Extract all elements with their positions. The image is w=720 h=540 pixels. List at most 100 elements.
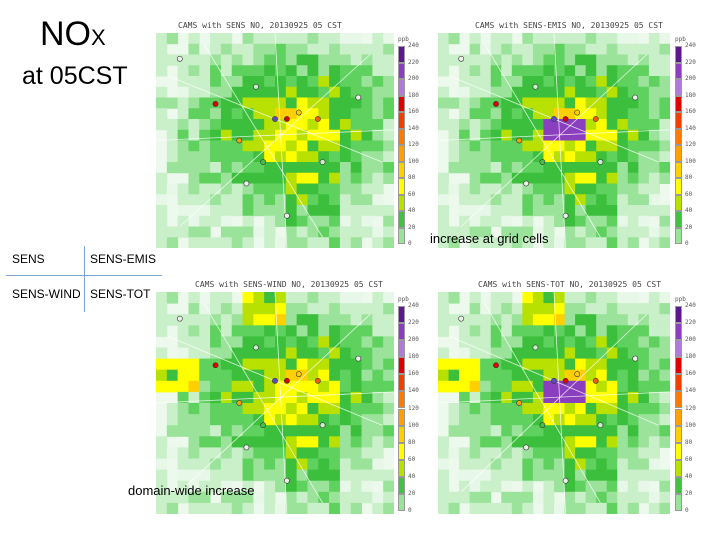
grid-cell [372, 358, 384, 371]
grid-cell [480, 108, 492, 120]
grid-cell [264, 369, 276, 382]
monitoring-site-marker [295, 371, 302, 378]
grid-cell [469, 237, 481, 248]
grid-cell [253, 491, 265, 504]
grid-cell [188, 54, 200, 66]
grid-cell [543, 436, 555, 448]
grid-cell [501, 303, 513, 315]
grid-cell [659, 491, 670, 504]
grid-cell [361, 436, 373, 448]
grid-cell [210, 151, 222, 163]
grid-cell [275, 43, 287, 55]
grid-cell [372, 119, 384, 131]
grid-cell [372, 458, 384, 471]
grid-cell [188, 358, 200, 371]
grid-cell [575, 391, 587, 404]
grid-cell [156, 447, 168, 459]
monitoring-site-marker [551, 116, 557, 122]
grid-cell [543, 194, 555, 206]
grid-cell [543, 86, 555, 98]
grid-cell [285, 76, 298, 88]
grid-cell [554, 86, 566, 98]
grid-cell [350, 314, 363, 326]
grid-cell [220, 447, 233, 459]
grid-cell [220, 458, 233, 471]
grid-cell [220, 325, 233, 337]
grid-cell [383, 336, 394, 348]
grid-cell [166, 97, 179, 109]
concentration-map-svg [438, 292, 670, 514]
grid-cell [448, 491, 460, 504]
grid-cell [156, 325, 168, 337]
grid-cell [372, 336, 384, 348]
grid-cell [638, 76, 650, 88]
title-species: NOX [40, 14, 106, 58]
grid-cell [275, 292, 287, 304]
grid-cell [490, 86, 502, 98]
grid-cell [511, 347, 523, 360]
grid-cell [438, 237, 450, 248]
grid-cell [350, 447, 363, 459]
grid-cell [166, 447, 179, 459]
grid-cell [596, 151, 608, 163]
grid-cell [350, 151, 363, 163]
monitoring-site-marker [458, 55, 465, 62]
grid-cell [383, 358, 394, 371]
grid-cell [448, 425, 460, 437]
grid-cell [564, 447, 576, 459]
grid-cell [318, 119, 330, 131]
grid-cell [532, 151, 544, 163]
grid-cell [242, 447, 254, 459]
grid-cell [438, 54, 450, 66]
grid-cell [361, 380, 373, 393]
grid-cell [242, 43, 254, 55]
colorbar-segment [398, 493, 405, 511]
grid-cell [490, 469, 502, 482]
grid-cell [585, 140, 597, 152]
grid-cell [275, 86, 287, 98]
grid-cell [199, 205, 211, 217]
grid-cell [264, 97, 276, 109]
grid-cell [296, 43, 308, 55]
grid-cell [564, 403, 576, 415]
grid-cell [329, 469, 341, 482]
grid-cell [372, 447, 384, 459]
colorbar-segment [675, 194, 682, 211]
grid-cell [554, 292, 566, 304]
grid-cell [339, 502, 352, 514]
grid-cell [606, 97, 618, 109]
grid-cell [564, 215, 576, 227]
colorbar-tick-label: 20 [408, 489, 416, 497]
grid-cell [307, 151, 319, 163]
grid-cell [648, 205, 660, 217]
grid-cell [166, 162, 179, 174]
grid-cell [307, 469, 319, 482]
colorbar-tick-label: 140 [685, 124, 696, 132]
grid-cell [372, 54, 384, 66]
grid-cell [469, 43, 481, 55]
grid-cell [659, 97, 670, 109]
grid-cell [372, 172, 384, 184]
grid-cell [648, 358, 660, 371]
colorbar-tick-label: 220 [685, 58, 696, 66]
grid-cell [617, 172, 629, 184]
grid-cell [648, 86, 660, 98]
grid-cell [469, 205, 481, 217]
grid-cell [339, 403, 352, 415]
grid-cell [575, 183, 587, 195]
grid-cell [177, 380, 189, 393]
grid-cell [242, 97, 254, 109]
grid-cell [596, 347, 608, 360]
map-sens-emis [438, 33, 670, 248]
grid-cell [596, 502, 608, 514]
monitoring-site-marker [493, 362, 499, 369]
grid-cell [329, 237, 341, 248]
grid-cell [480, 358, 492, 371]
grid-cell [307, 336, 319, 348]
grid-cell [596, 447, 608, 459]
grid-cell [383, 391, 394, 404]
grid-cell [199, 129, 211, 141]
grid-cell [596, 491, 608, 504]
grid-cell [638, 86, 650, 98]
grid-cell [329, 194, 341, 206]
